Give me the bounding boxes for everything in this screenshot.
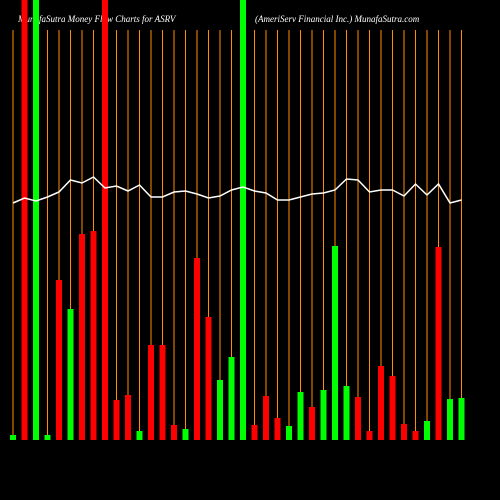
- bar: [274, 418, 281, 440]
- bar: [297, 392, 304, 440]
- money-flow-line: [12, 176, 462, 204]
- bar: [332, 246, 338, 440]
- bar: [21, 0, 28, 440]
- bar: [194, 258, 200, 440]
- bar: [102, 0, 108, 440]
- bar: [90, 231, 97, 440]
- bar: [79, 234, 85, 440]
- bar: [435, 247, 442, 440]
- bar: [33, 0, 39, 440]
- bar: [286, 426, 292, 440]
- bar: [217, 380, 223, 440]
- bar: [182, 429, 189, 440]
- bar: [458, 398, 465, 440]
- bar: [205, 317, 212, 440]
- bar: [159, 345, 166, 440]
- bar: [355, 397, 361, 440]
- bar: [136, 431, 143, 440]
- chart-title: MunafaSutra Money Flow Charts for ASRV: [17, 14, 177, 24]
- bar: [148, 345, 154, 440]
- bar: [378, 366, 384, 440]
- bar: [263, 396, 269, 440]
- bar: [228, 357, 235, 440]
- bar: [125, 395, 131, 440]
- bar: [309, 407, 315, 440]
- bar: [67, 309, 74, 440]
- bar: [171, 425, 177, 440]
- bar: [389, 376, 396, 440]
- bar: [113, 400, 120, 440]
- bar: [447, 399, 453, 440]
- bar: [366, 431, 373, 440]
- bar: [56, 280, 62, 440]
- bar: [412, 431, 419, 440]
- chart-subtitle: (AmeriServ Financial Inc.) MunafaSutra.c…: [255, 14, 420, 24]
- bar: [424, 421, 430, 440]
- bar: [44, 435, 51, 440]
- bar: [251, 425, 258, 440]
- bar: [401, 424, 407, 440]
- bar: [320, 390, 327, 440]
- bar: [10, 435, 16, 440]
- bar: [240, 0, 246, 440]
- bar: [343, 386, 350, 440]
